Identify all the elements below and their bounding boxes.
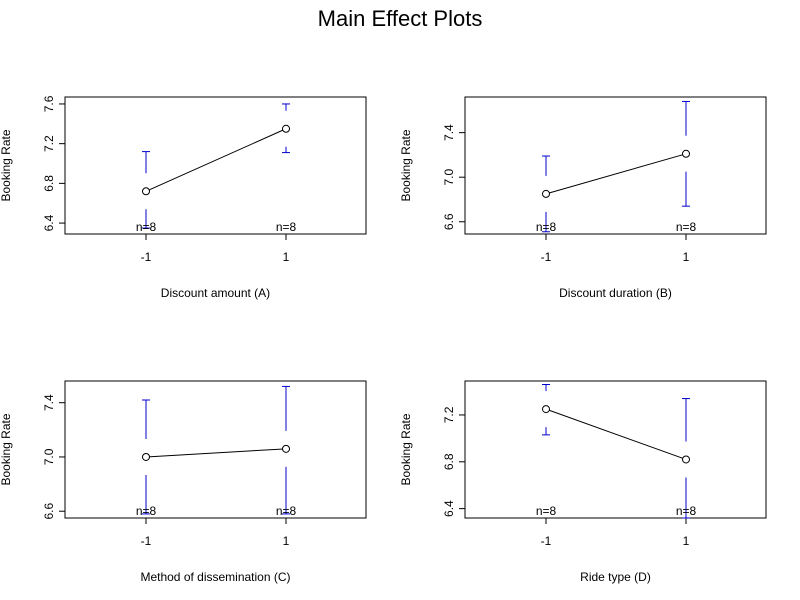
y-tick-label: 7.0 [42,448,56,465]
x-tick-label: 1 [683,534,690,548]
x-axis-label: Method of dissemination (C) [140,570,290,584]
x-tick-label: -1 [541,250,552,264]
x-axis-label: Discount amount (A) [161,286,270,300]
y-tick-label: 6.8 [42,175,56,192]
x-tick-label: -1 [141,250,152,264]
y-tick-label: 7.4 [42,394,56,411]
y-tick-label: 6.4 [42,214,56,231]
y-tick-label: 7.6 [42,95,56,112]
x-axis-label: Discount duration (B) [559,286,672,300]
y-tick-label: 6.6 [42,503,56,520]
plot-frame [464,96,767,235]
x-tick-label: 1 [683,250,690,264]
mean-point [282,124,290,133]
panel-2: 6.6 7.0 7.4 Booking Rate -1 1 Discount duratio… [399,96,767,300]
mean-point [142,452,150,461]
n-count-label: n=8 [676,220,697,234]
chart-title: Main Effect Plots [317,6,483,31]
y-tick-label: 6.6 [442,213,456,230]
x-tick-label: -1 [141,534,152,548]
n-count-label: n=8 [276,220,297,234]
x-tick-label: -1 [541,534,552,548]
y-tick-label: 6.4 [442,500,456,517]
mean-line [145,448,287,458]
mean-line [145,128,287,192]
panel-1: 6.4 6.8 7.2 7.6 Booking Rate -1 1 Discount amou… [0,95,367,300]
y-axis-label: Booking Rate [0,129,13,201]
n-count-label: n=8 [536,504,557,518]
y-tick-label: 6.8 [442,453,456,470]
panel-3: 6.6 7.0 7.4 Booking Rate -1 1 Method of dissem… [0,380,367,584]
x-axis-label: Ride type (D) [580,570,651,584]
n-count-label: n=8 [676,504,697,518]
n-count-label: n=8 [136,504,157,518]
plot-frame [64,380,367,519]
y-axis-label: Booking Rate [399,413,413,485]
x-tick-label: 1 [283,534,290,548]
panel-4: 6.4 6.8 7.2 Booking Rate -1 1 Ride type (D) n=8… [399,380,767,584]
y-tick-label: 7.2 [42,135,56,152]
y-tick-label: 7.2 [442,406,456,423]
mean-line [545,408,687,460]
plot-frame [64,96,367,235]
mean-point [142,187,150,196]
n-count-label: n=8 [536,220,557,234]
x-tick-label: 1 [283,250,290,264]
n-count-label: n=8 [136,220,157,234]
mean-point [682,149,690,158]
mean-point [542,405,550,414]
y-tick-label: 7.4 [442,124,456,141]
n-count-label: n=8 [276,504,297,518]
y-tick-label: 7.0 [442,169,456,186]
mean-line [545,153,687,195]
mean-point [682,455,690,464]
plot-frame [464,380,767,519]
mean-point [542,189,550,198]
mean-point [282,444,290,453]
y-axis-label: Booking Rate [399,129,413,201]
y-axis-label: Booking Rate [0,413,13,485]
